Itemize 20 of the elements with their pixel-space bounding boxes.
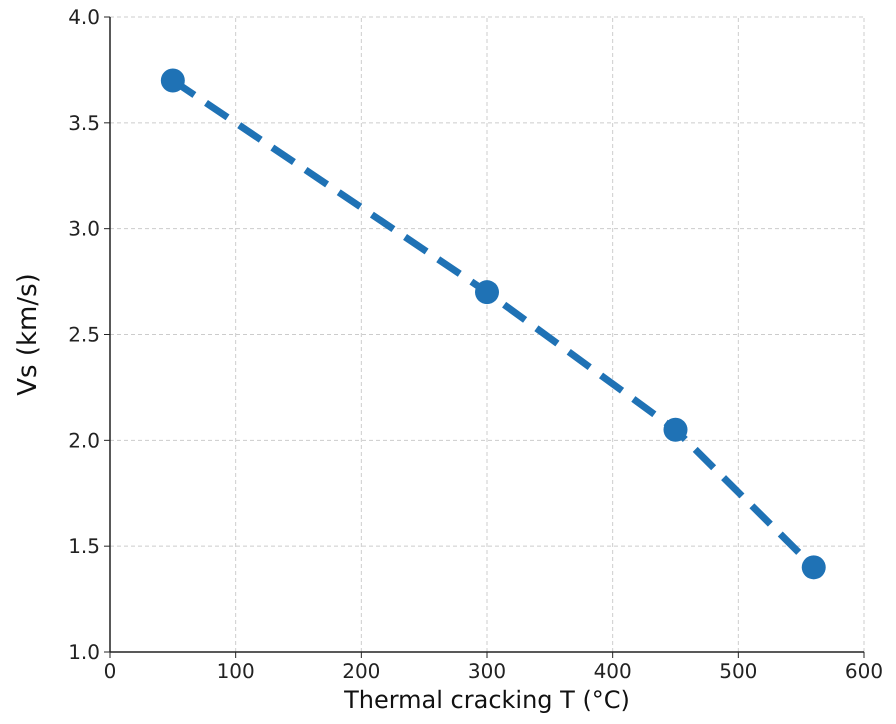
point	[802, 555, 826, 580]
x-tick-label: 400	[594, 659, 632, 683]
y-axis-title: Vs (km/s)	[13, 273, 43, 396]
x-tick-label: 600	[844, 659, 884, 683]
y-tick-label: 1.5	[68, 534, 100, 558]
x-tick-label: 0	[104, 659, 116, 683]
x-tick-label: 500	[719, 659, 758, 683]
x-tick-label: 300	[468, 659, 506, 683]
y-tick-label: 4.0	[68, 5, 100, 29]
y-tick-label: 1.0	[68, 640, 100, 664]
point	[160, 68, 185, 92]
x-tick-label: 100	[216, 659, 255, 683]
x-axis-title: Thermal cracking T (°C)	[343, 686, 630, 714]
point	[664, 418, 688, 442]
x-tick-label: 200	[342, 659, 380, 683]
y-tick-label: 2.0	[68, 428, 100, 452]
y-tick-label: 2.5	[68, 322, 100, 346]
y-tick-label: 3.5	[68, 110, 100, 135]
y-tick-label: 3.0	[68, 216, 100, 241]
point	[475, 280, 499, 304]
